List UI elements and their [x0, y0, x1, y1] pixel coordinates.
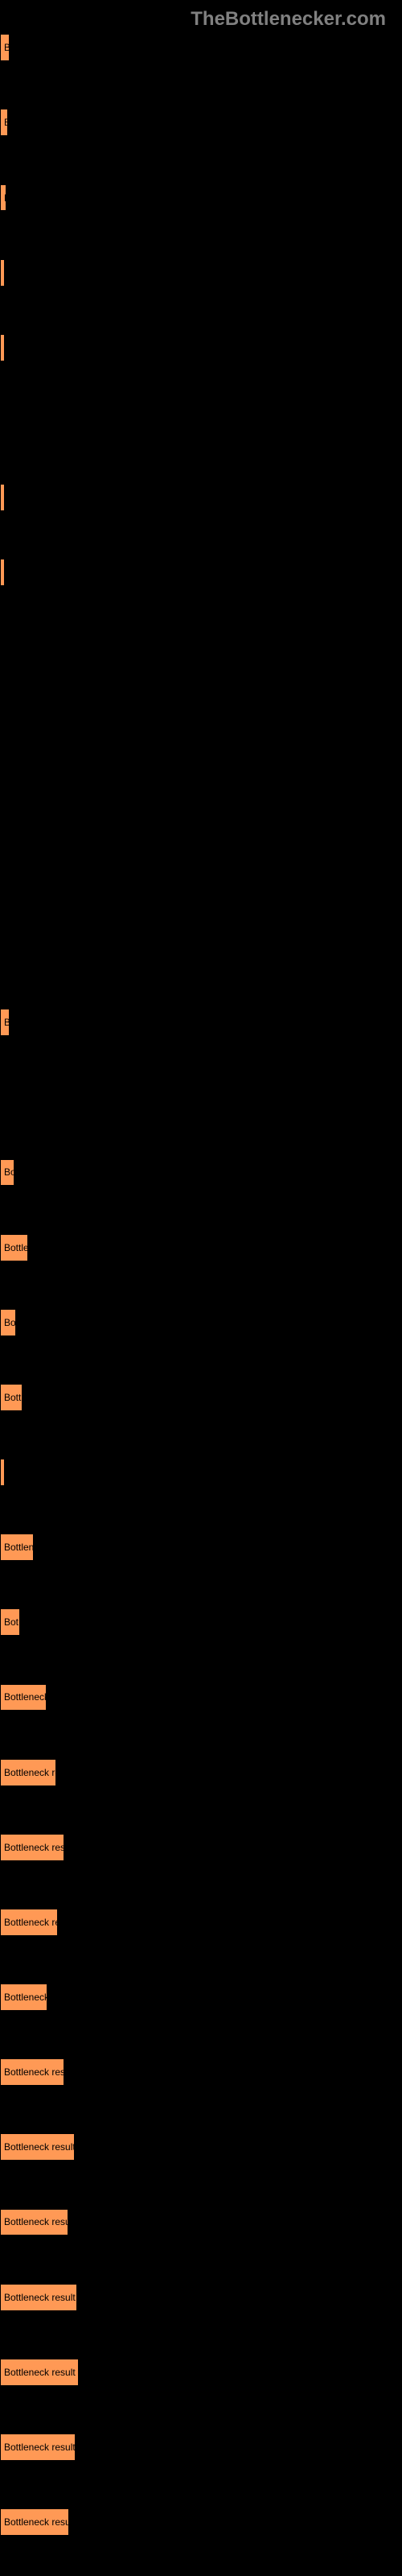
- chart-bar: B: [0, 109, 8, 136]
- chart-bar: Bottleneck result: [0, 2284, 77, 2311]
- chart-container: TheBottlenecker.com B B B B Bo Bottle Bo Bott Bo…: [0, 0, 402, 2576]
- chart-bar: Bo: [0, 1159, 14, 1187]
- chart-bar: B: [0, 1009, 10, 1036]
- chart-bar: Bottleneck resu: [0, 2508, 69, 2536]
- chart-bar: Bottleneck result: [0, 2133, 75, 2161]
- chart-bar: Bott: [0, 1384, 23, 1411]
- chart-bar: Bottleneck result: [0, 2359, 79, 2386]
- chart-bar: Bottlen: [0, 1534, 34, 1561]
- chart-bar: Bottleneck res: [0, 1834, 64, 1861]
- chart-bar: Bottleneck: [0, 1684, 47, 1711]
- chart-bar: Bottleneck re: [0, 1909, 58, 1936]
- chart-bar: [0, 484, 5, 511]
- chart-bar: B: [0, 184, 6, 212]
- chart-bar: [0, 334, 5, 361]
- chart-bar: [0, 559, 5, 586]
- chart-bar: B: [0, 34, 10, 61]
- chart-bar: Bottleneck res: [0, 2058, 64, 2086]
- chart-bar: Bottleneck resu: [0, 2209, 68, 2236]
- chart-bar: [0, 259, 5, 287]
- chart-bar: Bottleneck result: [0, 2434, 76, 2461]
- header-watermark: TheBottlenecker.com: [191, 8, 386, 31]
- chart-bar: Bot: [0, 1608, 20, 1636]
- chart-bar: [0, 1459, 5, 1486]
- chart-bar: Bottleneck re: [0, 1759, 56, 1786]
- chart-bar: Bo: [0, 1309, 16, 1336]
- chart-bar: Bottleneck: [0, 1984, 47, 2011]
- chart-bar: Bottle: [0, 1234, 28, 1261]
